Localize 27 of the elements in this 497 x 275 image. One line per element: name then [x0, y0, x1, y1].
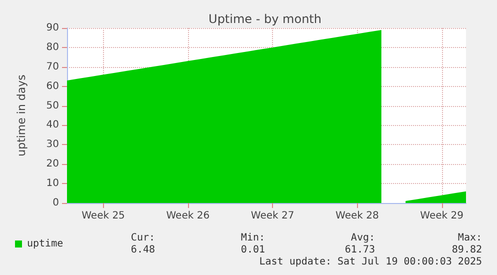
text: 61.73 — [344, 244, 376, 256]
y-tick-label: 50 — [46, 100, 59, 112]
y-tick-label: 10 — [46, 178, 59, 190]
chart-title: Uptime - by month — [208, 12, 322, 26]
text: Min: — [240, 232, 266, 244]
x-tick-label: Week 29 — [420, 210, 464, 222]
y-tick-label: 70 — [46, 61, 59, 72]
text: 6.48 — [130, 244, 156, 256]
text: Avg: — [350, 232, 376, 244]
y-tick-label: 80 — [46, 42, 59, 53]
y-tick-label: 20 — [46, 158, 59, 170]
x-tick-label: Week 27 — [250, 210, 294, 222]
legend-label: uptime — [27, 238, 64, 250]
x-tick-label: Week 28 — [336, 210, 379, 222]
y-tick-label: 90 — [46, 22, 59, 34]
x-tick-label: Week 25 — [82, 210, 125, 222]
text: 89.82 — [452, 244, 482, 256]
y-tick-label: 40 — [46, 120, 59, 131]
text: 0.01 — [240, 244, 266, 256]
text: Cur: — [130, 232, 156, 244]
y-tick-label: 30 — [46, 139, 59, 150]
text: Last update: Sat Jul 19 00:00:03 2025 — [259, 256, 482, 268]
text: Max: — [458, 232, 482, 244]
y-axis-title: uptime in days — [15, 74, 28, 156]
y-tick-label: 0 — [52, 198, 59, 208]
x-tick-label: Week 26 — [166, 210, 210, 222]
y-tick-label: 60 — [46, 80, 59, 92]
